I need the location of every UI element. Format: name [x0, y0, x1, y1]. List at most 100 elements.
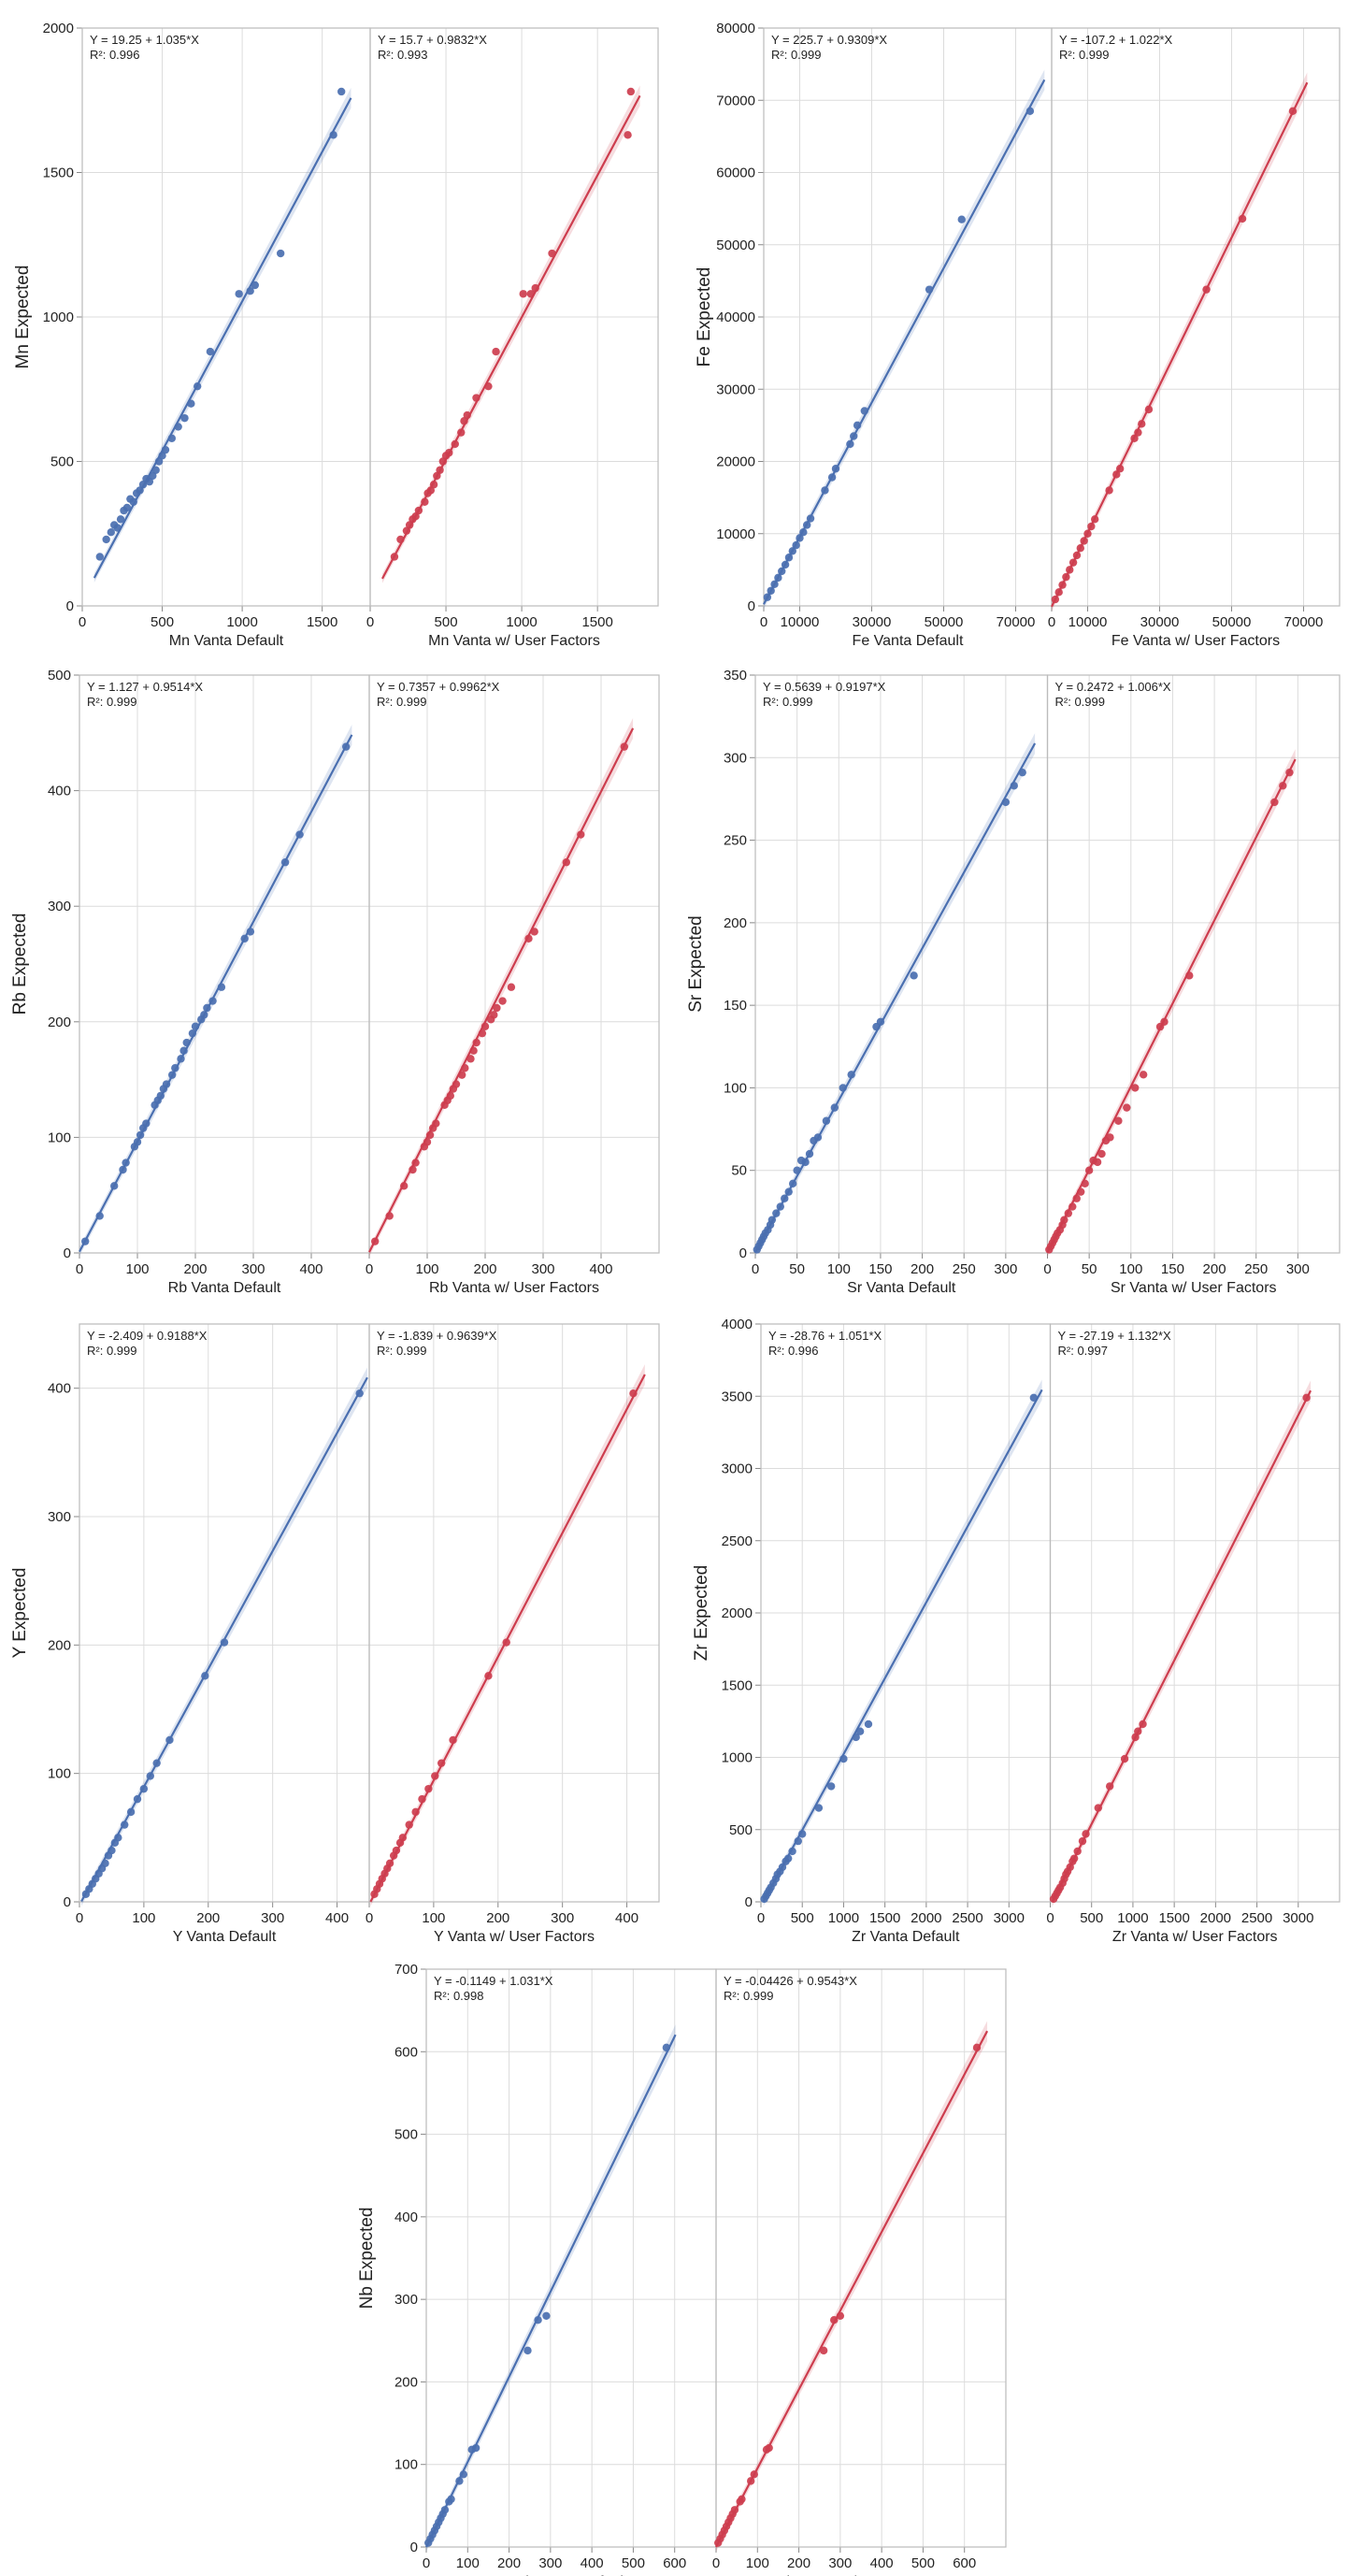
- data-point: [1064, 1209, 1073, 1217]
- data-point: [830, 1103, 839, 1112]
- data-point: [730, 2506, 739, 2514]
- data-point: [466, 1055, 475, 1063]
- x-tick-label: 0: [1046, 1910, 1054, 1926]
- x-tick-label: 100: [132, 1910, 155, 1926]
- x-tick-label: 100: [422, 1910, 445, 1926]
- data-point: [1093, 1158, 1102, 1167]
- data-point: [1058, 581, 1067, 589]
- x-tick-label: 300: [538, 2555, 562, 2571]
- data-point: [662, 2043, 671, 2052]
- y-tick-label: 2000: [722, 1605, 753, 1621]
- data-point: [1072, 551, 1082, 560]
- confidence-band: [1052, 1380, 1312, 1907]
- data-point: [1077, 1187, 1085, 1196]
- x-tick-label: 0: [76, 1910, 83, 1926]
- chart-fe: Fe Expected 0 10000 20000 30000 40000 50000 600…: [695, 21, 1341, 649]
- data-point: [531, 283, 539, 293]
- data-point: [826, 1782, 836, 1791]
- regression-line: [380, 94, 641, 580]
- data-point: [1091, 515, 1099, 524]
- data-point: [1185, 971, 1194, 980]
- data-point: [1094, 1804, 1102, 1812]
- x-axis-label: Nb Vanta Default: [515, 2574, 628, 2576]
- panel-user: 0 10000 30000 50000 70000 Y = -107.2 + 1.022*…: [1048, 27, 1341, 649]
- data-point: [910, 971, 918, 980]
- data-point: [864, 1720, 873, 1729]
- data-point: [788, 547, 796, 555]
- regression-equation: Y = 19.25 + 1.035*X: [90, 33, 199, 47]
- r-squared-label: R²: 0.998: [434, 1989, 483, 2003]
- x-tick-label: 70000: [997, 614, 1036, 630]
- y-tick-label: 600: [394, 2044, 418, 2060]
- data-point: [484, 1672, 493, 1680]
- chart-y: Y Expected 0 100 200 300 400 0 100 200 300 400 Y = …: [10, 1323, 660, 1945]
- data-point: [240, 934, 249, 943]
- x-tick-label: 500: [622, 2555, 645, 2571]
- data-point: [781, 560, 790, 569]
- x-tick-label: 3000: [1283, 1910, 1313, 1926]
- data-point: [469, 1046, 478, 1055]
- y-tick-label: 500: [48, 668, 71, 684]
- x-tick-label: 200: [486, 1910, 509, 1926]
- x-tick-label: 300: [828, 2555, 852, 2571]
- data-point: [806, 514, 815, 523]
- data-point: [411, 512, 420, 521]
- data-point: [827, 473, 837, 482]
- data-point: [156, 1091, 165, 1101]
- data-point: [738, 2495, 746, 2503]
- y-tick-label: 100: [394, 2457, 418, 2473]
- r-squared-label: R²: 0.999: [377, 1344, 426, 1358]
- data-point: [206, 347, 215, 356]
- y-tick-label: 300: [724, 750, 747, 766]
- data-point: [246, 928, 255, 936]
- y-tick-label: 400: [48, 1381, 71, 1397]
- data-point: [626, 87, 636, 96]
- x-tick-label: 0: [366, 1261, 373, 1277]
- data-point: [801, 1158, 810, 1167]
- data-point: [432, 1119, 440, 1128]
- x-tick-label: 200: [473, 1261, 496, 1277]
- x-tick-label: 400: [581, 2555, 604, 2571]
- data-point: [1068, 1202, 1077, 1211]
- panel-frame: [1046, 674, 1341, 1254]
- data-point: [784, 1187, 793, 1196]
- data-point: [217, 983, 226, 991]
- data-point: [1285, 768, 1294, 777]
- data-point: [436, 466, 444, 474]
- data-point: [772, 1209, 781, 1217]
- data-point: [81, 1237, 90, 1245]
- data-point: [385, 1212, 394, 1220]
- data-point: [400, 1182, 409, 1190]
- r-squared-label: R²: 0.993: [378, 48, 427, 62]
- y-tick-label: 300: [48, 899, 71, 914]
- data-point: [342, 742, 351, 751]
- data-point: [472, 1038, 480, 1047]
- x-tick-label: 50000: [1212, 614, 1252, 630]
- data-point: [763, 593, 772, 601]
- data-point: [142, 1119, 151, 1128]
- panel-frame: [1051, 27, 1341, 607]
- panel-user: 0 100 200 300 400 Y = 0.7357 + 0.9962*XR²: 0.…: [366, 674, 660, 1296]
- data-point: [461, 1064, 469, 1072]
- data-point: [187, 399, 195, 408]
- data-point: [429, 481, 438, 489]
- data-point: [440, 2506, 450, 2514]
- x-tick-label: 100: [827, 1261, 851, 1277]
- data-point: [774, 573, 782, 583]
- data-point: [460, 417, 468, 425]
- data-point: [1120, 1754, 1129, 1763]
- panel-user: 0 500 1000 1500 Y = 15.7 + 0.9832*XR²: 0.993…: [366, 27, 659, 649]
- data-point: [161, 445, 170, 454]
- regression-equation: Y = -27.19 + 1.132*X: [1058, 1329, 1172, 1343]
- x-tick-label: 100: [1119, 1261, 1142, 1277]
- data-point: [165, 1735, 174, 1745]
- data-point: [280, 858, 290, 867]
- data-point: [329, 131, 337, 139]
- data-point: [507, 983, 516, 991]
- data-point: [819, 2346, 828, 2355]
- r-squared-label: R²: 0.999: [724, 1989, 773, 2003]
- x-tick-label: 0: [757, 1910, 765, 1926]
- data-point: [822, 1116, 831, 1125]
- data-point: [1105, 486, 1113, 495]
- x-tick-label: 50: [789, 1261, 805, 1277]
